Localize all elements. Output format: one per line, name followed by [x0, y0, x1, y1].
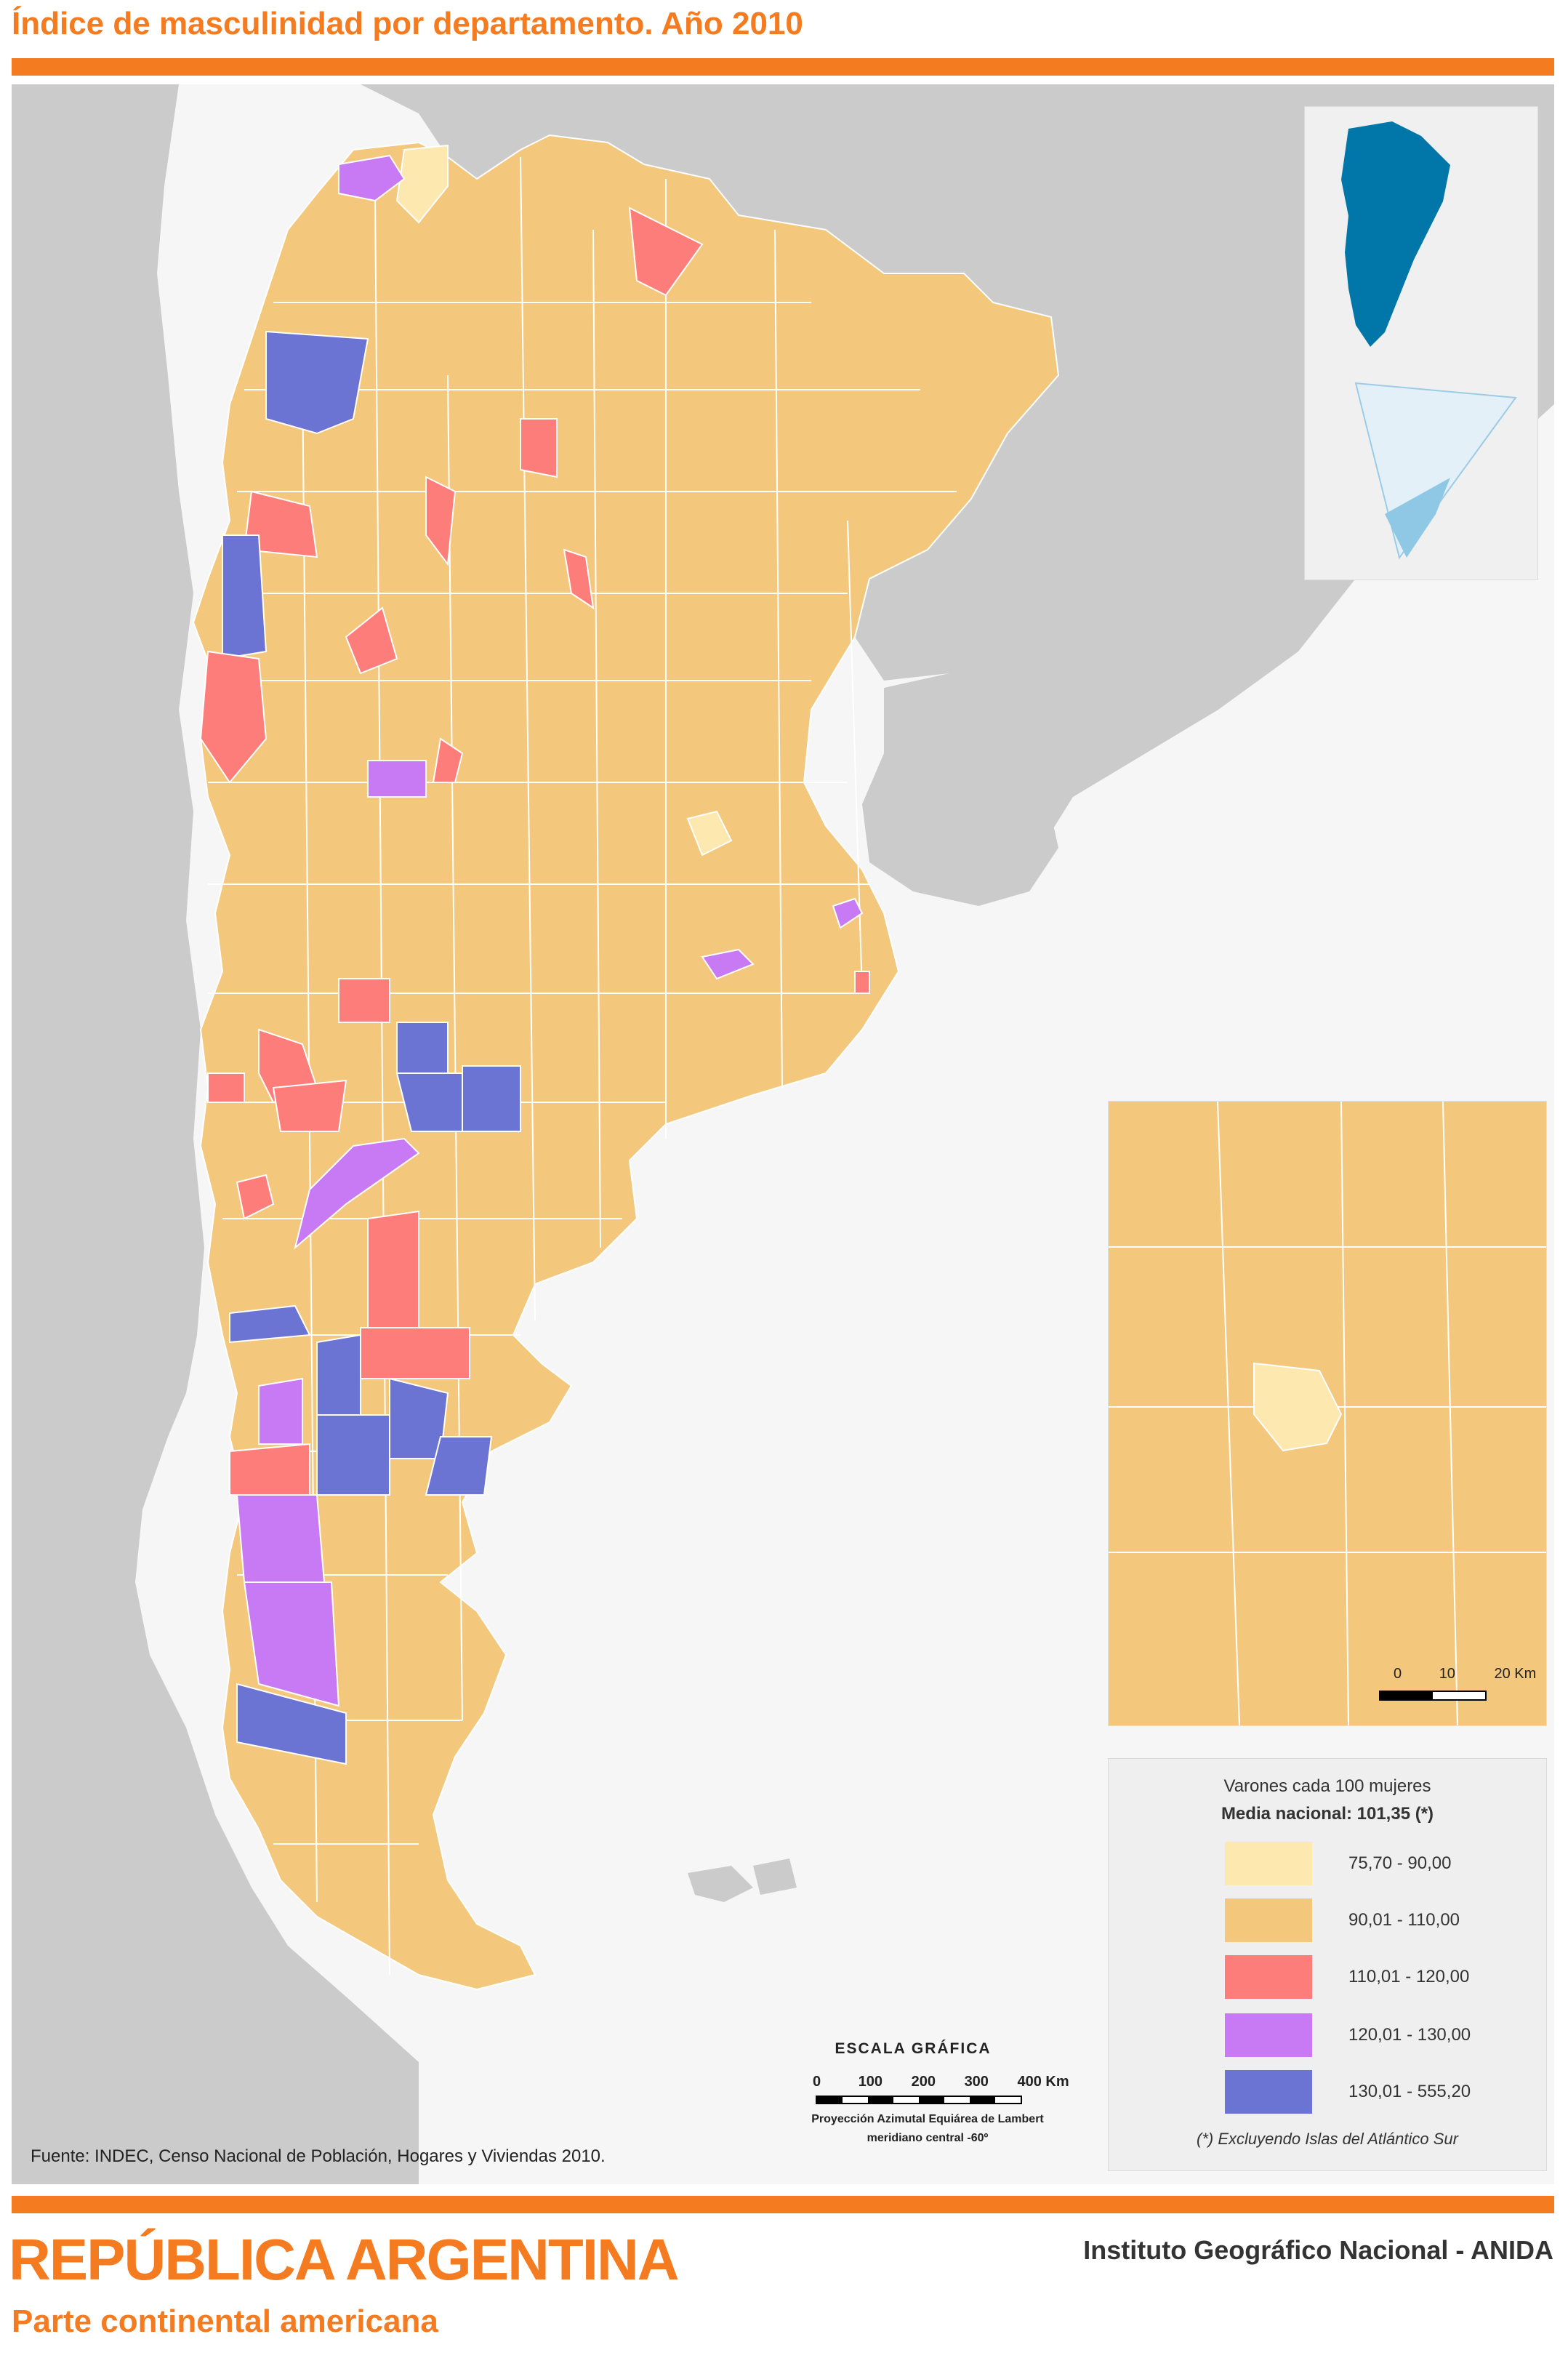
- dept-class-4: [425, 476, 457, 566]
- dept-class-5: [236, 1683, 347, 1765]
- dept-class-5: [316, 1414, 390, 1496]
- country-subtitle: Parte continental americana: [12, 2303, 438, 2339]
- scale-tick: 400 Km: [1017, 2074, 1069, 2090]
- legend-label: 75,70 - 90,00: [1348, 1853, 1452, 1873]
- dept-class-1: [686, 810, 733, 857]
- legend-row: 130,01 - 555,20: [1225, 2070, 1516, 2114]
- scale-tick: 200: [911, 2074, 936, 2090]
- chile-land: [12, 84, 419, 2184]
- legend: Varones cada 100 mujeres Media nacional:…: [1108, 1758, 1547, 2171]
- argentina-mainland: [192, 134, 1060, 1991]
- dept-class-4: [345, 606, 398, 675]
- legend-media: Media nacional: 101,35 (*): [1221, 1804, 1434, 1824]
- dept-class-4: [272, 1079, 347, 1132]
- inset-scale-tick: 10: [1439, 1666, 1455, 1682]
- dept-class-4: [360, 1327, 470, 1379]
- dept-class-3: [258, 1377, 303, 1445]
- dept-class-4: [338, 978, 390, 1023]
- dept-class-4: [207, 1072, 245, 1103]
- uruguay-land: [862, 673, 1058, 906]
- legend-title: Varones cada 100 mujeres: [1223, 1776, 1431, 1796]
- projection-text: Proyección Azimutal Equiárea de Lambert: [811, 2113, 1044, 2125]
- source-text: Fuente: INDEC, Censo Nacional de Poblaci…: [31, 2146, 606, 2166]
- dept-class-3: [294, 1137, 420, 1250]
- legend-row: 75,70 - 90,00: [1225, 1842, 1516, 1885]
- dept-class-5: [396, 1022, 449, 1074]
- inset-scale-tick: 0: [1394, 1666, 1402, 1682]
- dept-class-5: [229, 1304, 311, 1344]
- inset-scale-tick: 20 Km: [1494, 1666, 1537, 1682]
- department-classes: [199, 144, 870, 1765]
- south-america-inset: [1304, 106, 1538, 580]
- dept-class-4: [199, 650, 268, 784]
- scale-title: ESCALA GRÁFICA: [835, 2040, 992, 2057]
- dept-class-5: [222, 534, 268, 660]
- legend-row: 120,01 - 130,00: [1225, 2013, 1516, 2057]
- bolivia-paraguay-brazil-land: [361, 84, 1554, 855]
- dept-class-4: [236, 1174, 275, 1220]
- dept-class-4: [563, 548, 595, 610]
- buenos-aires-inset: 0 10 20 Km: [1108, 1101, 1547, 1726]
- dept-class-5: [425, 1436, 493, 1496]
- dept-class-3: [338, 154, 406, 202]
- top-orange-bar: [12, 58, 1554, 76]
- dept-class-5: [316, 1334, 361, 1416]
- scale-tick: 300: [964, 2074, 989, 2090]
- legend-swatch: [1225, 1842, 1312, 1885]
- scale-block: ESCALA GRÁFICA 0 100 200 300 400 Km Proy…: [768, 2040, 1087, 2157]
- dept-class-4: [367, 1210, 419, 1328]
- dept-class-5: [462, 1065, 521, 1132]
- legend-label: 130,01 - 555,20: [1348, 2082, 1471, 2101]
- dept-class-4: [243, 490, 318, 558]
- legend-swatch: [1225, 1955, 1312, 1999]
- legend-label: 90,01 - 110,00: [1348, 1910, 1460, 1930]
- dept-class-1: [395, 144, 449, 224]
- legend-swatch: [1225, 1898, 1312, 1942]
- dept-class-3: [236, 1494, 326, 1583]
- argentina-inset-shape: [1341, 121, 1450, 347]
- legend-note: (*) Excluyendo Islas del Atlántico Sur: [1197, 2130, 1458, 2148]
- legend-swatch: [1225, 2013, 1312, 2057]
- dept-class-4: [854, 971, 870, 994]
- legend-row: 90,01 - 110,00: [1225, 1898, 1516, 1942]
- dept-class-3: [832, 897, 864, 929]
- legend-label: 110,01 - 120,00: [1348, 1967, 1470, 1986]
- map-canvas: [12, 84, 1554, 2184]
- map-title: Índice de masculinidad por departamento.…: [12, 6, 803, 41]
- inset-scale-bar: [1379, 1691, 1487, 1701]
- scale-tick: 0: [813, 2074, 821, 2090]
- legend-swatch: [1225, 2070, 1312, 2114]
- scale-tick: 100: [858, 2074, 883, 2090]
- scale-bar: [816, 2096, 1022, 2104]
- dept-class-4: [520, 418, 558, 478]
- antarctic-sector: [1354, 382, 1517, 560]
- legend-label: 120,01 - 130,00: [1348, 2025, 1471, 2045]
- dept-class-3: [701, 948, 755, 980]
- map-frame: 0 10 20 Km Varones cada 100 mujeres Medi…: [12, 84, 1554, 2184]
- antarctic-peninsula: [1385, 478, 1450, 558]
- dept-class-5: [265, 330, 369, 435]
- institute-credit: Instituto Geográfico Nacional - ANIDA: [1083, 2235, 1553, 2265]
- dept-class-3: [367, 760, 427, 798]
- caba-area: [1253, 1362, 1343, 1452]
- meridian-text: meridiano central -60º: [867, 2132, 989, 2144]
- dept-class-4: [432, 737, 464, 783]
- dept-class-4: [628, 206, 704, 297]
- country-title: REPÚBLICA ARGENTINA: [9, 2227, 680, 2292]
- legend-row: 110,01 - 120,00: [1225, 1955, 1516, 1999]
- dept-class-4: [229, 1443, 310, 1496]
- dept-class-3: [243, 1581, 340, 1707]
- bottom-orange-bar: [12, 2196, 1554, 2213]
- malvinas-islands: [688, 1858, 797, 1902]
